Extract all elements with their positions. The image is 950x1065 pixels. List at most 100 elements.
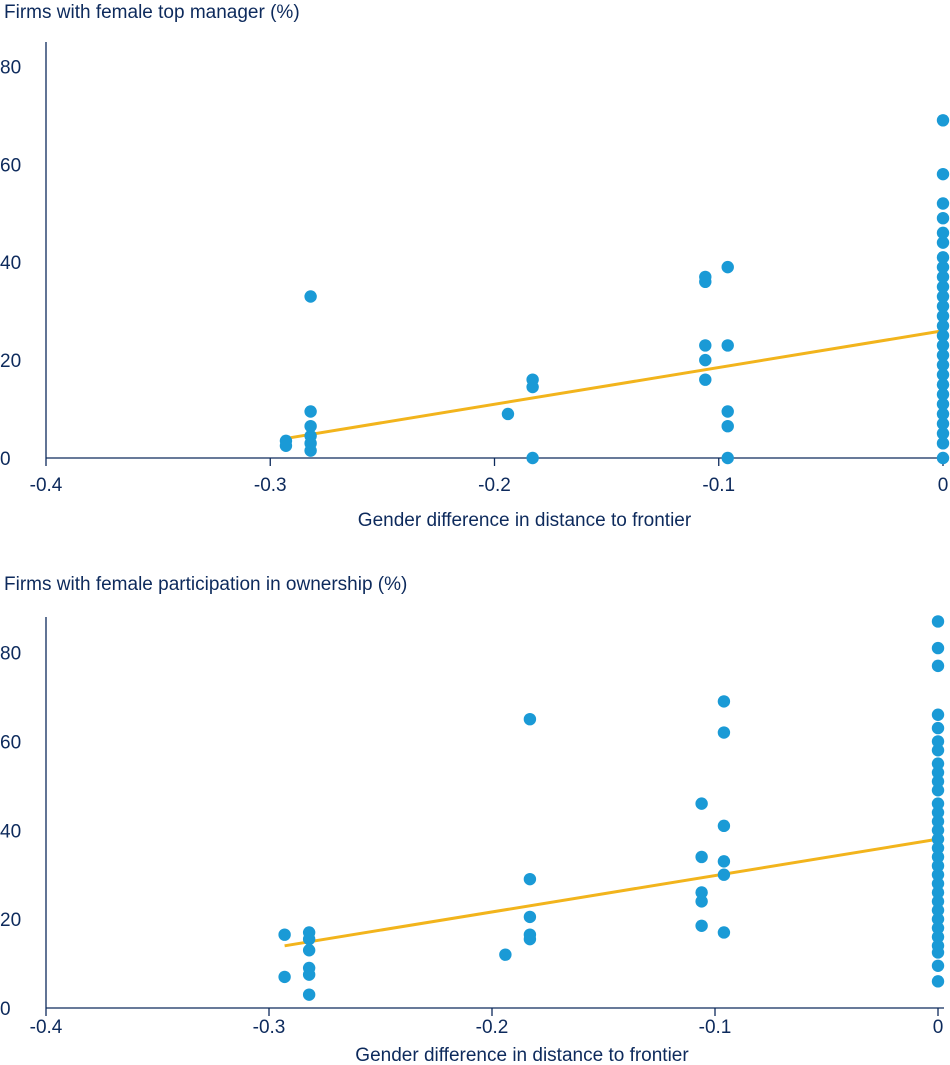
data-point: [721, 405, 734, 418]
data-point: [499, 948, 512, 961]
data-point: [931, 806, 945, 819]
data-point: [699, 270, 712, 284]
data-point: [721, 419, 734, 433]
x-tick-label: -0.4: [30, 1017, 63, 1038]
data-point: [931, 975, 945, 988]
chart-title-top-manager: Firms with female top manager (%): [4, 2, 300, 23]
data-point: [936, 358, 950, 372]
data-point: [699, 339, 712, 352]
data-point: [526, 373, 539, 386]
data-point: [931, 735, 945, 748]
data-point: [931, 775, 945, 788]
x-tick-label: 0: [933, 1017, 944, 1038]
data-point: [304, 419, 317, 433]
data-point: [717, 926, 731, 939]
data-point: [936, 397, 950, 411]
data-point: [695, 850, 708, 864]
data-point: [936, 451, 950, 465]
data-point: [936, 319, 950, 333]
data-point: [931, 895, 945, 908]
y-tick-label: 0: [0, 999, 11, 1020]
data-point: [931, 921, 945, 935]
data-point: [936, 251, 950, 264]
y-tick-label: 20: [0, 351, 21, 372]
data-point: [936, 339, 950, 352]
y-tick-label: 80: [0, 644, 21, 665]
data-point: [523, 712, 537, 726]
x-tick-label: -0.1: [699, 1017, 732, 1038]
data-point: [279, 434, 293, 448]
data-point: [931, 766, 945, 779]
data-point: [721, 451, 734, 465]
data-point: [695, 895, 708, 908]
data-point: [931, 886, 945, 899]
data-point: [931, 912, 945, 926]
trend-line: [284, 837, 939, 948]
data-point: [936, 368, 950, 381]
data-point: [936, 300, 950, 313]
y-tick-label: 60: [0, 155, 21, 176]
data-point: [936, 167, 950, 181]
data-point: [936, 260, 950, 274]
data-point: [931, 841, 945, 855]
data-point: [304, 405, 317, 418]
data-point: [936, 270, 950, 284]
data-point: [936, 211, 950, 225]
data-point: [717, 855, 731, 868]
data-point: [931, 797, 945, 810]
data-point: [721, 339, 734, 352]
data-point: [304, 429, 317, 443]
data-point: [699, 373, 712, 386]
chart-title-ownership: Firms with female participation in owner…: [4, 574, 408, 595]
data-point: [278, 970, 291, 984]
x-tick-label: -0.3: [253, 1017, 286, 1038]
data-point: [717, 868, 731, 881]
y-tick-label: 60: [0, 732, 21, 753]
data-point: [302, 944, 316, 957]
data-point: [721, 260, 734, 274]
x-tick-label: -0.2: [476, 1017, 509, 1038]
data-point: [931, 904, 945, 917]
data-point: [936, 407, 950, 421]
data-point: [717, 819, 731, 833]
y-tick-label: 0: [0, 449, 11, 470]
trend-line: [285, 329, 944, 440]
data-point: [523, 910, 537, 924]
data-point: [931, 784, 945, 797]
data-point: [936, 226, 950, 240]
data-point: [717, 726, 731, 739]
data-point: [695, 919, 708, 933]
data-point: [695, 797, 708, 810]
data-point: [931, 744, 945, 757]
data-point: [931, 659, 945, 673]
data-point: [302, 961, 316, 975]
data-point: [501, 407, 515, 421]
data-point: [931, 824, 945, 837]
data-point: [523, 872, 537, 886]
data-point: [699, 353, 712, 367]
y-tick-label: 80: [0, 57, 21, 78]
data-point: [526, 451, 539, 465]
data-point: [717, 695, 731, 708]
data-point: [931, 721, 945, 735]
data-point: [931, 641, 945, 655]
data-point: [931, 757, 945, 770]
data-point: [936, 329, 950, 342]
data-point: [931, 868, 945, 881]
x-axis-label: Gender difference in distance to frontie…: [355, 1045, 689, 1065]
data-point: [936, 309, 950, 323]
y-tick-label: 20: [0, 910, 21, 931]
data-point: [936, 437, 950, 450]
data-point: [931, 959, 945, 972]
data-point: [302, 988, 316, 1001]
x-tick-label: -0.4: [30, 475, 63, 496]
data-point: [936, 349, 950, 362]
data-point: [523, 928, 537, 941]
data-point: [936, 427, 950, 440]
scatter-chart-top-manager: 0 20 40 60 80 -0.4 -0.3 -0.2 -0.1 0 Gender differe…: [0, 42, 950, 531]
x-tick-label: 0: [938, 475, 949, 496]
data-point: [931, 708, 945, 721]
data-point: [936, 236, 950, 249]
data-point: [936, 114, 950, 127]
